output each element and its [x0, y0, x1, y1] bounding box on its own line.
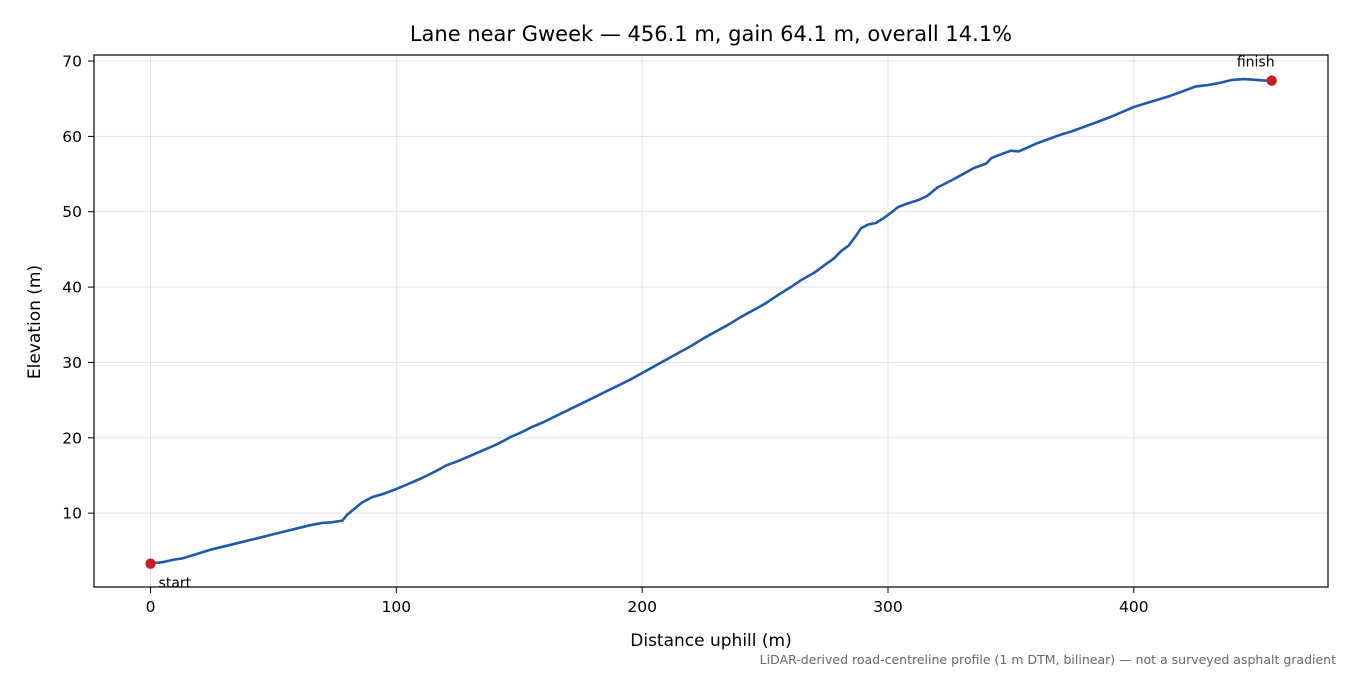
x-axis-label: Distance uphill (m) [630, 631, 791, 651]
y-axis: 10 20 30 40 50 60 70 [62, 53, 94, 523]
y-tick-label-5: 60 [62, 128, 82, 146]
start-label: start [159, 576, 192, 592]
y-tick-label-3: 40 [62, 279, 82, 297]
series-layer [151, 79, 1272, 563]
x-tick-label-4: 400 [1119, 598, 1149, 616]
annotations: start finish [145, 55, 1277, 592]
elevation-profile-line-0 [151, 79, 1272, 563]
x-tick-label-2: 200 [627, 598, 657, 616]
finish-marker [1267, 75, 1277, 85]
y-tick-label-0: 10 [62, 505, 82, 523]
chart-title: Lane near Gweek — 456.1 m, gain 64.1 m, … [410, 22, 1012, 46]
finish-label: finish [1237, 55, 1275, 71]
y-tick-label-1: 20 [62, 429, 82, 447]
y-tick-label-6: 70 [62, 53, 82, 71]
footnote: LiDAR-derived road-centreline profile (1… [760, 652, 1336, 667]
x-tick-label-1: 100 [382, 598, 412, 616]
y-tick-label-4: 50 [62, 203, 82, 221]
x-axis: 0 100 200 300 400 [146, 587, 1149, 616]
start-marker [145, 558, 155, 568]
plot-area-frame [94, 55, 1328, 587]
y-axis-label: Elevation (m) [25, 265, 45, 379]
y-tick-label-2: 30 [62, 354, 82, 372]
x-tick-label-3: 300 [873, 598, 903, 616]
x-tick-label-0: 0 [146, 598, 156, 616]
grid [94, 55, 1328, 587]
